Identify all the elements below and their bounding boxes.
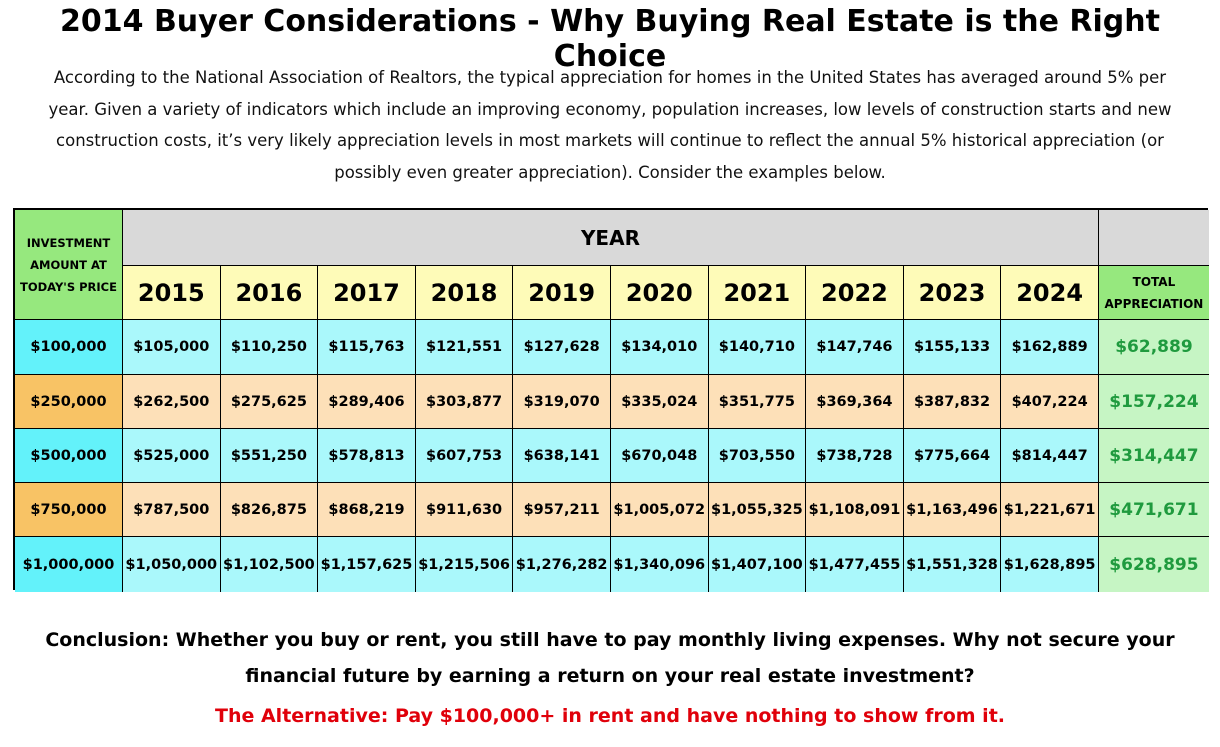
total-appreciation-header: TOTAL APPRECIATION [1098,266,1209,320]
total-header-spacer [1098,210,1209,266]
value-cell: $1,163,496 [903,483,1002,537]
value-cell: $351,775 [708,375,807,429]
value-cell: $1,551,328 [903,537,1002,592]
year-column-header: 2023 [903,266,1002,320]
value-cell: $1,340,096 [610,537,709,592]
value-cell: $1,108,091 [806,483,904,537]
year-column-header: 2021 [708,266,807,320]
year-column-header: 2017 [318,266,416,320]
value-cell: $262,500 [123,375,221,429]
value-cell: $319,070 [513,375,611,429]
value-cell: $1,050,000 [123,537,221,592]
value-cell: $1,628,895 [1001,537,1099,592]
value-cell: $957,211 [513,483,611,537]
value-cell: $1,157,625 [318,537,416,592]
value-cell: $1,407,100 [708,537,807,592]
value-cell: $775,664 [903,429,1002,483]
value-cell: $387,832 [903,375,1002,429]
value-cell: $670,048 [610,429,709,483]
alternative-text: The Alternative: Pay $100,000+ in rent a… [214,705,1005,727]
value-cell: $826,875 [220,483,319,537]
investment-amount-cell: $1,000,000 [15,537,123,592]
total-appreciation-cell: $471,671 [1098,483,1209,537]
value-cell: $1,276,282 [513,537,611,592]
value-cell: $738,728 [806,429,904,483]
conclusion-text: Conclusion: Whether you buy or rent, you… [45,629,1175,687]
total-appreciation-cell: $62,889 [1098,320,1209,375]
value-cell: $525,000 [123,429,221,483]
value-cell: $911,630 [415,483,514,537]
investment-amount-cell: $250,000 [15,375,123,429]
value-cell: $607,753 [415,429,514,483]
value-cell: $703,550 [708,429,807,483]
value-cell: $105,000 [123,320,221,375]
investment-amount-header: INVESTMENT AMOUNT AT TODAY'S PRICE [15,210,123,320]
year-column-header: 2015 [123,266,221,320]
year-column-header: 2019 [513,266,611,320]
value-cell: $335,024 [610,375,709,429]
investment-amount-cell: $500,000 [15,429,123,483]
value-cell: $140,710 [708,320,807,375]
intro-paragraph: According to the National Association of… [48,68,1172,182]
value-cell: $787,500 [123,483,221,537]
value-cell: $134,010 [610,320,709,375]
value-cell: $289,406 [318,375,416,429]
value-cell: $303,877 [415,375,514,429]
year-column-header: 2020 [610,266,709,320]
total-appreciation-cell: $157,224 [1098,375,1209,429]
value-cell: $155,133 [903,320,1002,375]
value-cell: $1,221,671 [1001,483,1099,537]
value-cell: $814,447 [1001,429,1099,483]
value-cell: $1,102,500 [220,537,319,592]
investment-amount-cell: $750,000 [15,483,123,537]
page-title: 2014 Buyer Considerations - Why Buying R… [60,4,1160,74]
value-cell: $1,055,325 [708,483,807,537]
investment-amount-cell: $100,000 [15,320,123,375]
value-cell: $1,477,455 [806,537,904,592]
year-header: YEAR [123,210,1099,266]
appreciation-table: INVESTMENT AMOUNT AT TODAY'S PRICE YEAR … [13,208,1209,592]
value-cell: $162,889 [1001,320,1099,375]
value-cell: $868,219 [318,483,416,537]
value-cell: $1,005,072 [610,483,709,537]
value-cell: $121,551 [415,320,514,375]
value-cell: $551,250 [220,429,319,483]
total-appreciation-cell: $628,895 [1098,537,1209,592]
value-cell: $275,625 [220,375,319,429]
value-cell: $110,250 [220,320,319,375]
year-column-header: 2024 [1001,266,1099,320]
total-appreciation-cell: $314,447 [1098,429,1209,483]
value-cell: $1,215,506 [415,537,514,592]
year-column-header: 2022 [806,266,904,320]
value-cell: $147,746 [806,320,904,375]
value-cell: $369,364 [806,375,904,429]
value-cell: $638,141 [513,429,611,483]
value-cell: $578,813 [318,429,416,483]
year-column-header: 2018 [415,266,514,320]
value-cell: $407,224 [1001,375,1099,429]
year-column-header: 2016 [220,266,319,320]
value-cell: $115,763 [318,320,416,375]
value-cell: $127,628 [513,320,611,375]
